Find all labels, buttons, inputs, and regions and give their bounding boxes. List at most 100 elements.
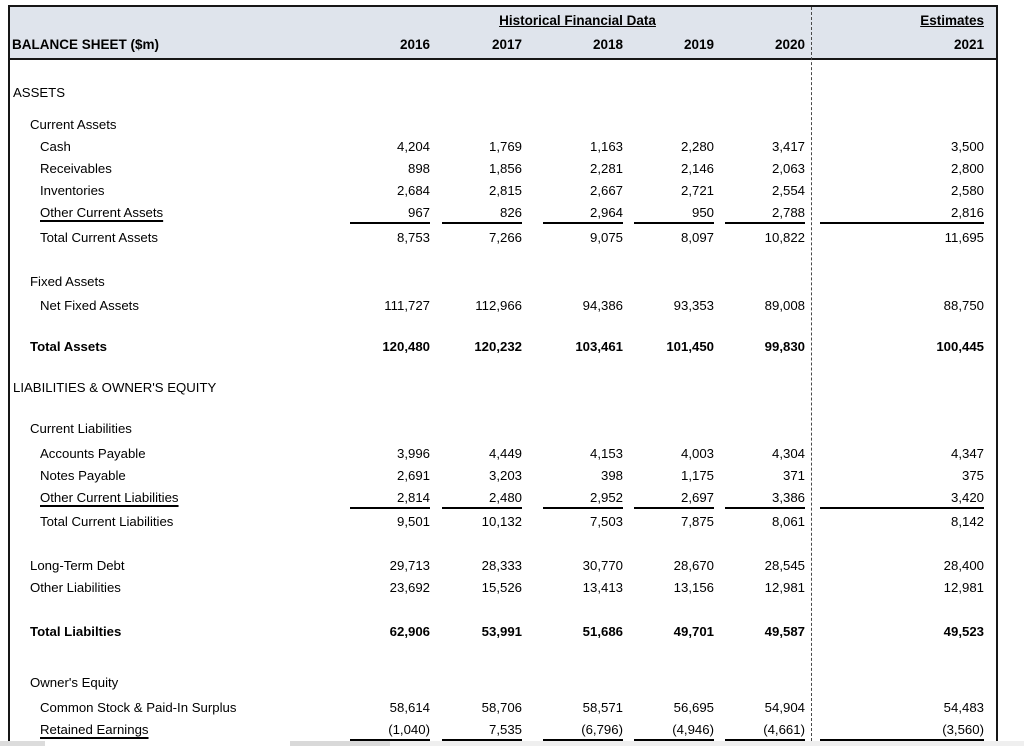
value-cell[interactable]: 7,503	[589, 514, 623, 529]
value-cell[interactable]: 3,996	[396, 446, 430, 461]
value-cell[interactable]: 3,420	[820, 487, 984, 509]
value-cell[interactable]: 53,991	[481, 624, 522, 639]
value-cell[interactable]: 2,691	[396, 468, 430, 483]
value-cell[interactable]: 2,800	[950, 161, 984, 176]
value-cell[interactable]: 100,445	[936, 339, 984, 354]
value-cell[interactable]: 51,686	[582, 624, 623, 639]
value-cell[interactable]: 3,500	[950, 139, 984, 154]
value-cell[interactable]: 12,981	[764, 580, 805, 595]
row-label[interactable]: Total Assets	[30, 339, 107, 354]
value-cell[interactable]: 94,386	[582, 298, 623, 313]
value-cell[interactable]: 2,816	[820, 202, 984, 224]
value-cell[interactable]: 13,156	[673, 580, 714, 595]
value-cell[interactable]: 28,545	[764, 558, 805, 573]
year-header-cell[interactable]: 2016	[399, 37, 430, 52]
value-cell[interactable]: 11,695	[944, 230, 984, 245]
year-header-cell[interactable]: 2017	[491, 37, 522, 52]
value-cell[interactable]: 1,175	[680, 468, 714, 483]
value-cell[interactable]: 2,146	[680, 161, 714, 176]
value-cell[interactable]: 93,353	[673, 298, 714, 313]
value-cell[interactable]: 111,727	[384, 298, 430, 313]
value-cell[interactable]: 7,266	[488, 230, 522, 245]
value-cell[interactable]: 10,822	[764, 230, 805, 245]
row-label[interactable]: Fixed Assets	[30, 274, 105, 289]
value-cell[interactable]: 2,667	[589, 183, 623, 198]
row-label[interactable]: Receivables	[40, 161, 112, 176]
value-cell[interactable]: 10,132	[481, 514, 522, 529]
value-cell[interactable]: 28,400	[943, 558, 984, 573]
row-label[interactable]: Current Liabilities	[30, 421, 132, 436]
value-cell[interactable]: 4,449	[488, 446, 522, 461]
value-cell[interactable]: 967	[350, 202, 430, 224]
row-label[interactable]: Total Liabilties	[30, 624, 122, 639]
value-cell[interactable]: 2,788	[725, 202, 805, 224]
value-cell[interactable]: 29,713	[389, 558, 430, 573]
row-label[interactable]: Accounts Payable	[40, 446, 146, 461]
row-label[interactable]: LIABILITIES & OWNER'S EQUITY	[13, 380, 217, 395]
row-label[interactable]: Long-Term Debt	[30, 558, 125, 573]
row-label[interactable]: Other Liabilities	[30, 580, 121, 595]
value-cell[interactable]: 12,981	[943, 580, 984, 595]
value-cell[interactable]: 4,003	[680, 446, 714, 461]
value-cell[interactable]: 4,204	[396, 139, 430, 154]
row-label[interactable]: Cash	[40, 139, 71, 154]
value-cell[interactable]: 7,875	[680, 514, 714, 529]
value-cell[interactable]: 8,142	[950, 514, 984, 529]
value-cell[interactable]: 2,952	[543, 487, 623, 509]
value-cell[interactable]: (3,560)	[820, 719, 984, 741]
value-cell[interactable]: 28,670	[673, 558, 714, 573]
value-cell[interactable]: 58,614	[389, 700, 430, 715]
row-label[interactable]: Other Current Liabilities	[40, 490, 179, 505]
value-cell[interactable]: 62,906	[389, 624, 430, 639]
value-cell[interactable]: 2,721	[680, 183, 714, 198]
value-cell[interactable]: 23,692	[389, 580, 430, 595]
value-cell[interactable]: 2,063	[771, 161, 805, 176]
row-label[interactable]: Common Stock & Paid-In Surplus	[40, 700, 237, 715]
sheet-title-cell[interactable]: BALANCE SHEET ($m)	[12, 37, 160, 52]
row-label[interactable]: Total Current Liabilities	[40, 514, 174, 529]
value-cell[interactable]: 49,587	[764, 624, 805, 639]
value-cell[interactable]: 4,304	[771, 446, 805, 461]
value-cell[interactable]: 1,856	[488, 161, 522, 176]
value-cell[interactable]: 54,904	[764, 700, 805, 715]
value-cell[interactable]: 2,480	[442, 487, 522, 509]
value-cell[interactable]: 49,523	[943, 624, 984, 639]
value-cell[interactable]: 99,830	[764, 339, 805, 354]
value-cell[interactable]: 2,280	[680, 139, 714, 154]
year-header-cell[interactable]: 2018	[592, 37, 623, 52]
value-cell[interactable]: 15,526	[481, 580, 522, 595]
row-label[interactable]: Other Current Assets	[40, 205, 164, 220]
value-cell[interactable]: 826	[442, 202, 522, 224]
value-cell[interactable]: 2,964	[543, 202, 623, 224]
value-cell[interactable]: (4,946)	[634, 719, 714, 741]
value-cell[interactable]: 2,815	[488, 183, 522, 198]
value-cell[interactable]: 89,008	[764, 298, 805, 313]
value-cell[interactable]: 898	[407, 161, 430, 176]
year-header-cell[interactable]: 2019	[683, 37, 714, 52]
value-cell[interactable]: 4,153	[589, 446, 623, 461]
value-cell[interactable]: 58,706	[481, 700, 522, 715]
value-cell[interactable]: 28,333	[481, 558, 522, 573]
value-cell[interactable]: 8,097	[680, 230, 714, 245]
value-cell[interactable]: 120,232	[474, 339, 522, 354]
row-label[interactable]: Retained Earnings	[40, 722, 149, 737]
value-cell[interactable]: 54,483	[943, 700, 984, 715]
row-label[interactable]: Current Assets	[30, 117, 117, 132]
value-cell[interactable]: 3,386	[725, 487, 805, 509]
year-header-cell[interactable]: 2020	[774, 37, 805, 52]
value-cell[interactable]: 2,580	[950, 183, 984, 198]
value-cell[interactable]: 371	[782, 468, 805, 483]
value-cell[interactable]: (1,040)	[350, 719, 430, 741]
value-cell[interactable]: 58,571	[582, 700, 623, 715]
value-cell[interactable]: 4,347	[950, 446, 984, 461]
value-cell[interactable]: 88,750	[943, 298, 984, 313]
row-label[interactable]: Total Current Assets	[40, 230, 159, 245]
value-cell[interactable]: 375	[961, 468, 984, 483]
value-cell[interactable]: 30,770	[582, 558, 623, 573]
value-cell[interactable]: 1,769	[488, 139, 522, 154]
value-cell[interactable]: 2,281	[589, 161, 623, 176]
row-label[interactable]: Net Fixed Assets	[40, 298, 139, 313]
value-cell[interactable]: 2,554	[771, 183, 805, 198]
value-cell[interactable]: 2,684	[396, 183, 430, 198]
value-cell[interactable]: (4,661)	[725, 719, 805, 741]
